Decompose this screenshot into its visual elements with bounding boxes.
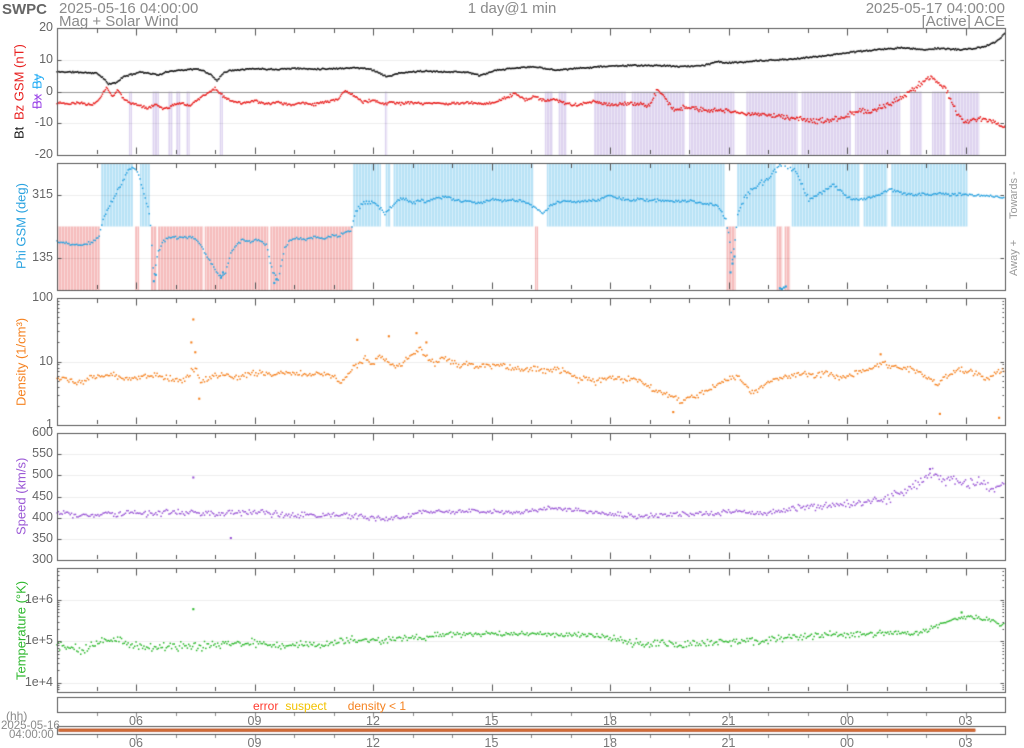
- y-tick-label: 1e+5: [24, 633, 53, 648]
- legend-error: error: [253, 699, 279, 713]
- y-tick-label: 135: [32, 250, 53, 265]
- y-tick-label: 400: [32, 509, 53, 524]
- y-tick-label: 1: [46, 417, 53, 431]
- x-tick-label: 12: [366, 714, 380, 728]
- y-tick-label: 10: [39, 353, 53, 368]
- y-tick-label: 100: [32, 290, 53, 304]
- x-tick-label: 09: [247, 714, 262, 728]
- x-tick-label: 21: [721, 735, 736, 748]
- hours-unit-label: (hh): [6, 709, 28, 723]
- towards-sector-label: Towards -: [1008, 171, 1020, 219]
- away-sector-label: Away +: [1008, 239, 1020, 277]
- y-tick-label: 20: [39, 20, 53, 34]
- source-status: [Active] ACE: [921, 13, 1005, 30]
- x-tick-label: 06: [129, 714, 143, 728]
- y-tick-label: 550: [32, 446, 53, 461]
- y-tick-label: 315: [32, 186, 53, 201]
- x-tick-label: 03: [958, 735, 973, 748]
- y-tick-label: 600: [32, 425, 53, 439]
- plot-start-datetime: 2025-05-16 04:00:00: [59, 0, 199, 17]
- x-tick-label: 03: [958, 714, 973, 728]
- x-tick-label: 12: [366, 735, 380, 748]
- x-tick-label: 18: [603, 735, 617, 748]
- y-tick-label: -20: [34, 147, 53, 161]
- x-tick-label: 09: [247, 735, 262, 748]
- plot-title: Mag + Solar Wind: [59, 13, 179, 30]
- footer-date: 2025-05-16: [1, 720, 60, 732]
- footer-time: 04:00:00: [9, 729, 54, 741]
- x-tick-label: 00: [840, 714, 854, 728]
- y-tick-label: 1e+4: [24, 674, 53, 689]
- y-tick-label: 300: [32, 552, 53, 566]
- legend-suspect: suspect: [285, 699, 327, 713]
- quality-legend: error suspect density < 1: [253, 700, 413, 712]
- x-tick-label: 15: [484, 714, 499, 728]
- phi-axis-title: Phi GSM (deg): [13, 183, 29, 270]
- temperature-axis-title: Temperature (°K): [13, 580, 29, 680]
- x-tick-label: 21: [721, 714, 736, 728]
- x-tick-label: 00: [840, 735, 854, 748]
- plot-end-datetime: 2025-05-17 04:00:00: [865, 0, 1005, 17]
- x-tick-label: 15: [484, 735, 499, 748]
- y-tick-label: 1e+6: [24, 591, 53, 606]
- swpc-brand: SWPC: [2, 1, 47, 18]
- y-tick-label: 500: [32, 467, 53, 482]
- x-tick-label: 06: [129, 735, 143, 748]
- y-tick-label: 0: [46, 83, 53, 98]
- y-tick-label: 450: [32, 488, 53, 503]
- legend-density-lt-1: density < 1: [347, 699, 407, 713]
- y-tick-label: 10: [39, 51, 53, 66]
- y-tick-label: -10: [34, 115, 53, 130]
- x-tick-label: 18: [603, 714, 617, 728]
- y-tick-label: 350: [32, 530, 53, 545]
